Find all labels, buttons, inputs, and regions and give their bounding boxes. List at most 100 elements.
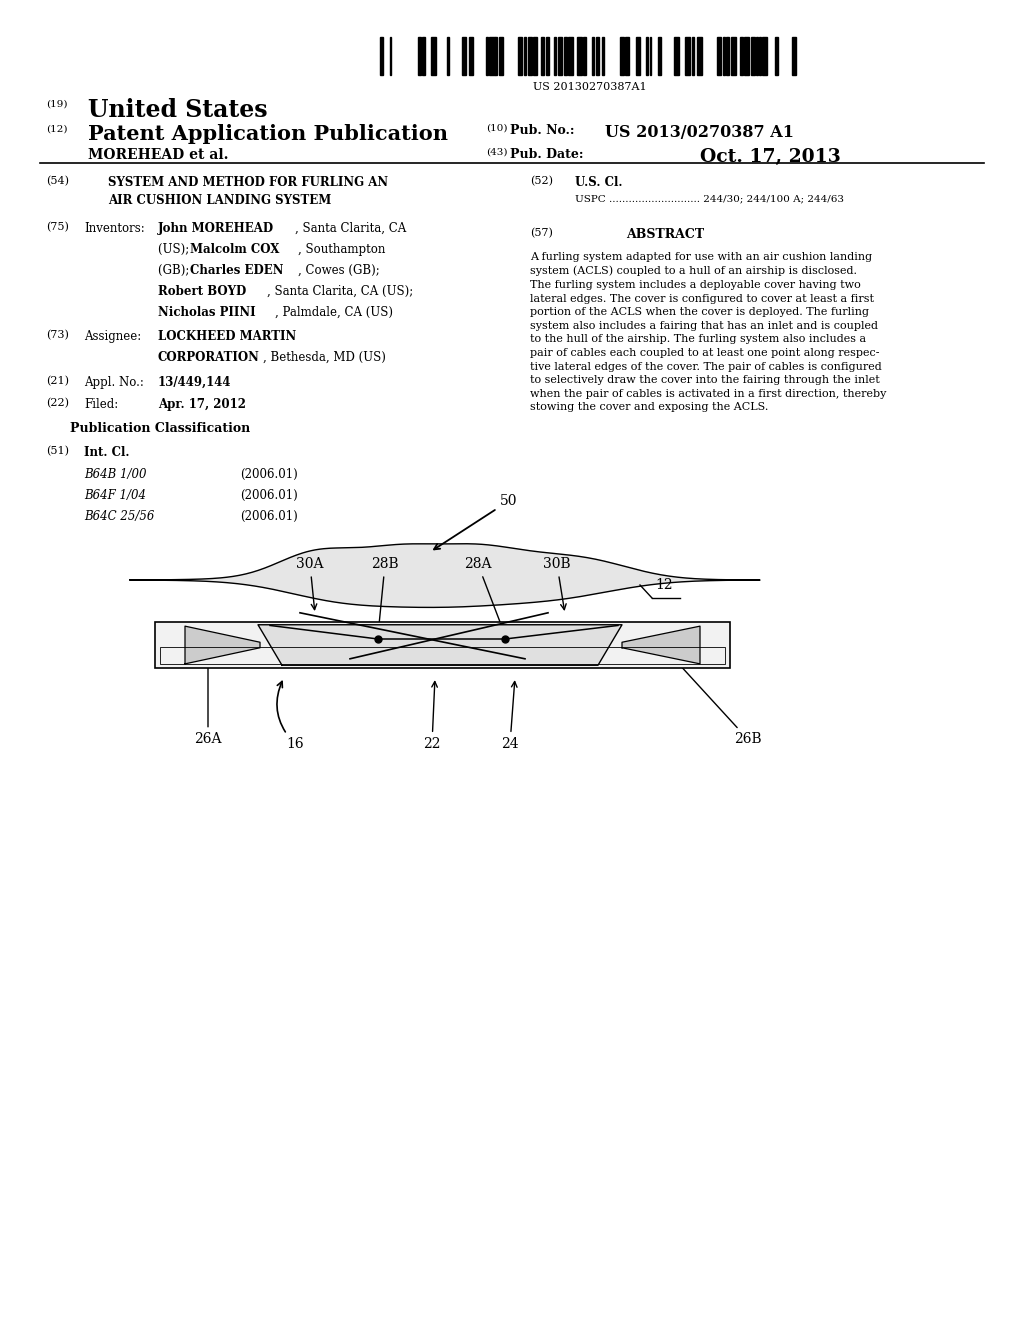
Text: (54): (54) — [46, 176, 69, 186]
Text: 26A: 26A — [195, 661, 222, 746]
Bar — [390, 37, 391, 75]
Bar — [691, 37, 694, 75]
Bar — [528, 37, 531, 75]
Text: 28A: 28A — [464, 557, 504, 631]
Bar — [756, 37, 759, 75]
Text: (US);: (US); — [158, 243, 193, 256]
Bar — [592, 37, 594, 75]
Bar — [462, 37, 466, 75]
Text: 28B: 28B — [371, 557, 398, 631]
Text: Malcolm COX: Malcolm COX — [190, 243, 280, 256]
Text: Charles EDEN: Charles EDEN — [190, 264, 284, 277]
Bar — [625, 37, 629, 75]
Polygon shape — [130, 544, 760, 607]
Text: 16: 16 — [276, 681, 304, 751]
Text: 24: 24 — [501, 681, 519, 751]
Bar — [602, 37, 604, 75]
Bar — [380, 37, 383, 75]
Bar — [496, 37, 497, 75]
Bar — [568, 37, 573, 75]
Bar — [658, 37, 662, 75]
Bar — [621, 37, 624, 75]
Text: Pub. No.:: Pub. No.: — [510, 124, 574, 137]
Bar — [760, 37, 761, 75]
Text: (10): (10) — [486, 124, 508, 133]
Text: LOCKHEED MARTIN: LOCKHEED MARTIN — [158, 330, 296, 343]
Text: 26B: 26B — [675, 660, 762, 746]
Text: 50: 50 — [434, 494, 517, 549]
Bar — [499, 37, 503, 75]
Bar — [583, 37, 587, 75]
Text: (GB);: (GB); — [158, 264, 194, 277]
Bar — [674, 37, 679, 75]
Text: CORPORATION: CORPORATION — [158, 351, 260, 364]
Text: , Palmdale, CA (US): , Palmdale, CA (US) — [275, 306, 393, 319]
Bar — [646, 37, 648, 75]
Text: Robert BOYD: Robert BOYD — [158, 285, 246, 298]
Bar — [744, 37, 750, 75]
Bar — [726, 37, 729, 75]
Text: US 20130270387A1: US 20130270387A1 — [534, 82, 647, 92]
Text: , Santa Clarita, CA: , Santa Clarita, CA — [295, 222, 407, 235]
Bar — [740, 37, 742, 75]
Bar — [762, 37, 767, 75]
Text: Filed:: Filed: — [84, 399, 118, 411]
Text: (2006.01): (2006.01) — [240, 469, 298, 480]
Bar — [534, 37, 537, 75]
Polygon shape — [258, 624, 622, 665]
Bar — [564, 37, 566, 75]
Bar — [430, 37, 436, 75]
Bar — [447, 37, 449, 75]
Text: Patent Application Publication: Patent Application Publication — [88, 124, 449, 144]
Text: (75): (75) — [46, 222, 69, 232]
Text: US 2013/0270387 A1: US 2013/0270387 A1 — [605, 124, 794, 141]
Bar — [793, 37, 797, 75]
Text: (19): (19) — [46, 100, 68, 110]
Text: Int. Cl.: Int. Cl. — [84, 446, 129, 459]
Text: (51): (51) — [46, 446, 69, 457]
Bar — [489, 37, 495, 75]
Text: Pub. Date:: Pub. Date: — [510, 148, 584, 161]
Text: (12): (12) — [46, 125, 68, 135]
Text: Nicholas PIINI: Nicholas PIINI — [158, 306, 256, 319]
Bar — [775, 37, 778, 75]
Bar — [558, 37, 562, 75]
Text: (73): (73) — [46, 330, 69, 341]
Bar — [696, 37, 701, 75]
Bar — [636, 37, 640, 75]
Bar — [518, 37, 522, 75]
Text: Appl. No.:: Appl. No.: — [84, 376, 144, 389]
Bar — [578, 37, 583, 75]
Text: United States: United States — [88, 98, 267, 121]
Text: MOREHEAD et al.: MOREHEAD et al. — [88, 148, 228, 162]
Text: John MOREHEAD: John MOREHEAD — [158, 222, 274, 235]
Text: 22: 22 — [423, 681, 440, 751]
Bar — [752, 37, 755, 75]
Polygon shape — [622, 626, 700, 664]
Text: B64F 1/04: B64F 1/04 — [84, 488, 146, 502]
Text: (2006.01): (2006.01) — [240, 488, 298, 502]
Text: Oct. 17, 2013: Oct. 17, 2013 — [700, 148, 841, 166]
Bar — [155, 622, 730, 668]
Text: Publication Classification: Publication Classification — [70, 422, 250, 436]
Bar — [418, 37, 421, 75]
Bar — [546, 37, 549, 75]
Text: (52): (52) — [530, 176, 553, 186]
Text: A furling system adapted for use with an air cushion landing
system (ACLS) coupl: A furling system adapted for use with an… — [530, 252, 887, 412]
Text: USPC ............................ 244/30; 244/100 A; 244/63: USPC ............................ 244/30… — [575, 194, 844, 203]
Text: 30B: 30B — [543, 557, 570, 610]
Bar — [718, 37, 721, 75]
Text: , Cowes (GB);: , Cowes (GB); — [298, 264, 380, 277]
Bar — [554, 37, 556, 75]
Text: , Southampton: , Southampton — [298, 243, 385, 256]
Text: SYSTEM AND METHOD FOR FURLING AN
AIR CUSHION LANDING SYSTEM: SYSTEM AND METHOD FOR FURLING AN AIR CUS… — [108, 176, 388, 207]
Bar — [486, 37, 488, 75]
Bar — [723, 37, 725, 75]
Text: B64B 1/00: B64B 1/00 — [84, 469, 146, 480]
Text: B64C 25/56: B64C 25/56 — [84, 510, 155, 523]
Text: Assignee:: Assignee: — [84, 330, 141, 343]
Text: ABSTRACT: ABSTRACT — [626, 228, 705, 242]
Bar — [541, 37, 544, 75]
Bar — [524, 37, 526, 75]
Text: , Bethesda, MD (US): , Bethesda, MD (US) — [263, 351, 386, 364]
